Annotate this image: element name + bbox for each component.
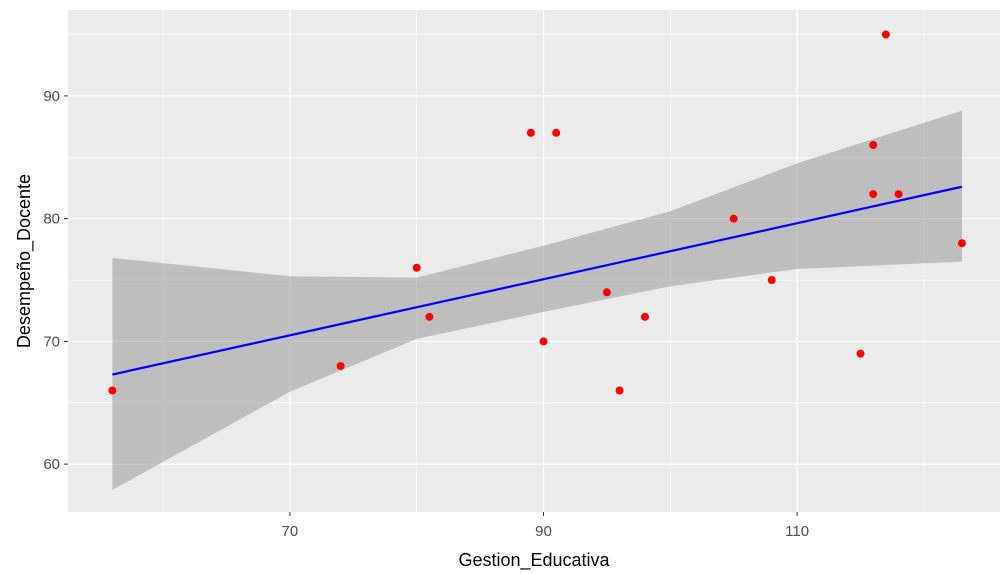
data-point — [881, 30, 890, 39]
data-point — [539, 337, 548, 346]
data-point — [894, 190, 903, 199]
x-axis-ticks: 70 90 110 — [282, 512, 809, 540]
data-point — [602, 288, 611, 297]
y-axis-ticks: 60 70 80 90 — [43, 88, 68, 473]
data-point — [552, 128, 561, 137]
data-point — [615, 386, 624, 395]
x-tick-label: 110 — [785, 523, 809, 540]
data-point — [425, 312, 434, 321]
data-point — [729, 214, 738, 223]
confidence-band — [112, 110, 962, 490]
data-points — [108, 30, 966, 395]
regression-line — [112, 185, 963, 376]
data-point — [412, 263, 421, 272]
y-tick-label: 90 — [43, 88, 60, 105]
data-point — [640, 312, 649, 321]
data-point — [526, 128, 535, 137]
x-axis-title: Gestion_Educativa — [458, 550, 610, 571]
data-point — [856, 349, 865, 358]
x-tick-label: 90 — [535, 523, 552, 540]
data-point — [108, 386, 117, 395]
data-point — [767, 276, 776, 285]
data-point — [336, 361, 345, 370]
data-point — [957, 239, 966, 248]
y-tick-label: 80 — [43, 211, 60, 228]
x-tick-label: 70 — [282, 523, 299, 540]
y-tick-label: 70 — [43, 333, 60, 350]
y-tick-label: 60 — [43, 456, 60, 473]
y-axis-title: Desempeño_Docente — [14, 174, 35, 348]
data-point — [869, 190, 878, 199]
data-point — [869, 141, 878, 150]
